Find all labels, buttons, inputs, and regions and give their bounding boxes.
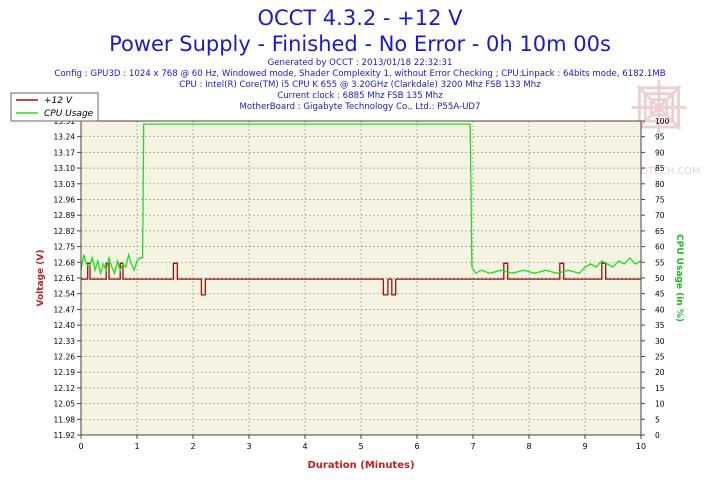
y-right-tick-label: 60 — [655, 243, 665, 252]
x-tick-label: 7 — [470, 442, 475, 451]
y-right-tick-label: 100 — [655, 117, 670, 126]
series-line-cpu — [80, 123, 642, 276]
left-axis-ticks: 13.3113.2413.1713.1013.0312.9612.8912.82… — [54, 117, 81, 440]
x-tick-label: 3 — [246, 442, 251, 451]
y-left-tick-label: 12.12 — [54, 384, 76, 393]
grid-lines — [80, 120, 642, 436]
x-tick-label: 6 — [414, 442, 419, 451]
y-right-tick-label: 10 — [655, 400, 665, 409]
y-left-tick-label: 12.68 — [54, 258, 76, 267]
y-left-tick-label: 13.03 — [54, 180, 76, 189]
series-line-voltage — [81, 262, 641, 296]
right-axis-ticks: 1009590858075706560555045403530252015105… — [641, 117, 670, 440]
y-left-tick-label: 13.17 — [54, 148, 76, 157]
x-tick-label: 0 — [78, 442, 83, 451]
y-right-tick-label: 80 — [655, 180, 665, 189]
x-tick-label: 8 — [526, 442, 531, 451]
y-right-tick-label: 45 — [655, 290, 665, 299]
y-left-tick-label: 12.54 — [54, 290, 76, 299]
y-left-tick-label: 12.26 — [54, 353, 76, 362]
y-left-tick-label: 13.10 — [54, 164, 76, 173]
legend: +12 V CPU Usage — [10, 92, 99, 122]
y-right-tick-label: 85 — [655, 164, 665, 173]
x-tick-label: 5 — [358, 442, 363, 451]
y-left-tick-label: 12.89 — [54, 211, 76, 220]
y-right-tick-label: 40 — [655, 305, 665, 314]
y-left-tick-label: 12.96 — [54, 196, 76, 205]
y-right-tick-label: 15 — [655, 384, 665, 393]
info-current-clock: Current clock : 6885 Mhz FSB 135 Mhz — [277, 91, 443, 101]
info-cpu: CPU : Intel(R) Core(TM) i5 CPU K 655 @ 3… — [179, 80, 541, 90]
y-right-tick-label: 70 — [655, 211, 665, 220]
x-axis-label: Duration (Minutes) — [307, 460, 414, 471]
y-left-tick-label: 13.24 — [54, 133, 76, 142]
y-left-tick-label: 12.75 — [54, 243, 76, 252]
y-left-tick-label: 12.19 — [54, 368, 76, 377]
y-left-tick-label: 12.82 — [54, 227, 76, 236]
series-layer — [80, 123, 642, 296]
x-tick-label: 10 — [636, 442, 646, 451]
y-left-tick-label: 12.33 — [54, 337, 76, 346]
y-left-tick-label: 12.05 — [54, 400, 76, 409]
y-right-tick-label: 95 — [655, 133, 665, 142]
x-tick-label: 9 — [582, 442, 587, 451]
y-right-tick-label: 55 — [655, 258, 665, 267]
chart-title: OCCT 4.3.2 - +12 V — [257, 6, 463, 30]
left-axis-label: Voltage (V) — [36, 250, 46, 307]
watermark-logo: VMODTECH.COM — [618, 80, 701, 177]
y-right-tick-label: 75 — [655, 196, 665, 205]
y-right-tick-label: 90 — [655, 148, 665, 157]
info-generated: Generated by OCCT : 2013/01/18 22:32:31 — [267, 58, 453, 68]
plot-border — [80, 120, 642, 436]
y-right-tick-label: 5 — [655, 415, 660, 424]
chart-subtitle: Power Supply - Finished - No Error - 0h … — [109, 32, 611, 56]
legend-label-cpu: CPU Usage — [44, 109, 94, 119]
y-right-tick-label: 25 — [655, 353, 665, 362]
watermark-text: VMODTECH.COM — [618, 166, 701, 177]
y-right-tick-label: 0 — [655, 431, 660, 440]
x-tick-label: 2 — [190, 442, 195, 451]
x-axis-ticks: 0 1 2 3 4 5 6 7 8 9 10 — [78, 435, 646, 451]
y-left-tick-label: 12.40 — [54, 321, 76, 330]
info-config: Config : GPU3D : 1024 x 768 @ 60 Hz, Win… — [54, 69, 666, 79]
y-right-tick-label: 20 — [655, 368, 665, 377]
info-motherboard: MotherBoard : Gigabyte Technology Co., L… — [239, 102, 481, 112]
y-right-tick-label: 50 — [655, 274, 665, 283]
x-tick-label: 4 — [302, 442, 307, 451]
legend-label-voltage: +12 V — [44, 96, 73, 106]
y-left-tick-label: 11.98 — [54, 415, 76, 424]
y-left-tick-label: 12.61 — [54, 274, 76, 283]
y-right-tick-label: 65 — [655, 227, 665, 236]
y-right-tick-label: 30 — [655, 337, 665, 346]
x-tick-label: 1 — [134, 442, 139, 451]
legend-box — [10, 92, 99, 122]
y-right-tick-label: 35 — [655, 321, 665, 330]
y-left-tick-label: 12.47 — [54, 305, 76, 314]
right-axis-label: CPU Usage (in %) — [674, 234, 684, 322]
y-left-tick-label: 11.92 — [54, 431, 76, 440]
